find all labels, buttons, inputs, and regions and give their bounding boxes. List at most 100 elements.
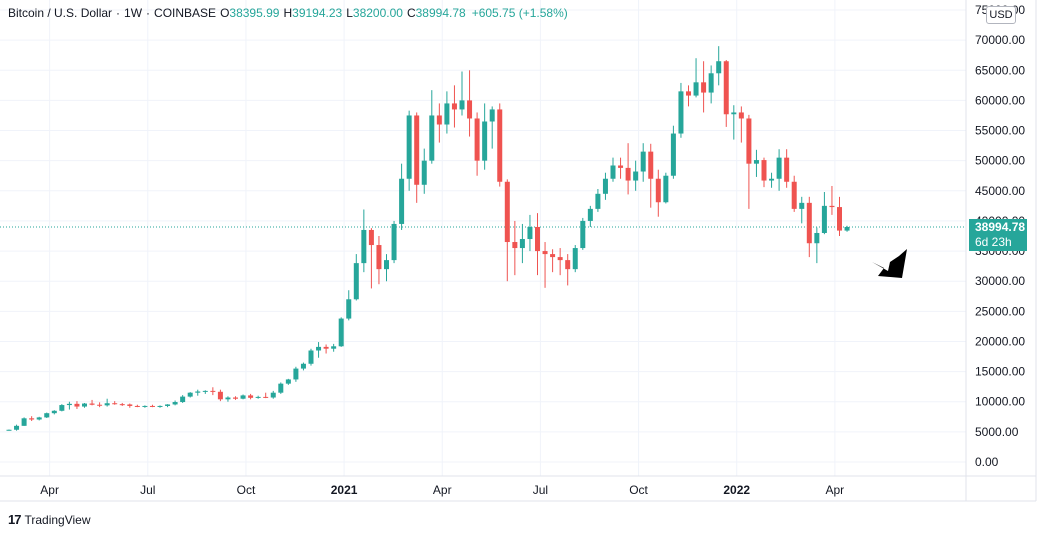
candle[interactable] — [278, 382, 284, 394]
candle[interactable] — [240, 394, 246, 400]
candle[interactable] — [459, 71, 465, 116]
candle[interactable] — [633, 160, 639, 191]
candle[interactable] — [429, 90, 435, 164]
candle[interactable] — [134, 404, 140, 408]
candle[interactable] — [59, 404, 65, 412]
candle[interactable] — [127, 403, 133, 408]
candle[interactable] — [338, 317, 344, 347]
candle[interactable] — [14, 424, 20, 431]
candle[interactable] — [187, 392, 193, 398]
candle[interactable] — [180, 395, 186, 403]
symbol-title[interactable]: Bitcoin / U.S. Dollar — [8, 6, 113, 20]
candle[interactable] — [414, 112, 420, 203]
candle[interactable] — [331, 343, 337, 352]
candle[interactable] — [217, 389, 223, 402]
candle[interactable] — [701, 61, 707, 113]
candle[interactable] — [844, 225, 850, 232]
currency-button[interactable]: USD — [986, 6, 1016, 24]
candle[interactable] — [97, 402, 103, 408]
candle[interactable] — [482, 103, 488, 170]
candle[interactable] — [202, 390, 208, 394]
candle[interactable] — [557, 248, 563, 276]
candle[interactable] — [731, 105, 737, 140]
candle[interactable] — [36, 416, 42, 421]
candle[interactable] — [595, 188, 601, 212]
candle[interactable] — [376, 236, 382, 285]
candle[interactable] — [829, 185, 835, 215]
candle[interactable] — [474, 112, 480, 176]
candle[interactable] — [255, 395, 261, 399]
candle[interactable] — [51, 410, 57, 415]
candle[interactable] — [542, 242, 548, 288]
candle[interactable] — [602, 172, 608, 200]
candle[interactable] — [263, 392, 269, 399]
candle[interactable] — [753, 149, 759, 177]
tradingview-logo[interactable]: 17 TradingView — [8, 512, 91, 527]
candle[interactable] — [504, 179, 510, 282]
candle[interactable] — [323, 344, 329, 354]
candle[interactable] — [270, 390, 276, 399]
candle[interactable] — [66, 401, 72, 410]
candle[interactable] — [618, 157, 624, 179]
candle[interactable] — [361, 209, 367, 273]
candle[interactable] — [550, 249, 556, 273]
candle[interactable] — [346, 290, 352, 321]
interval-label[interactable]: 1W — [124, 6, 143, 20]
candle[interactable] — [670, 125, 676, 179]
candle[interactable] — [512, 220, 518, 276]
candle[interactable] — [248, 393, 254, 400]
candle[interactable] — [172, 400, 178, 406]
candle[interactable] — [761, 157, 767, 188]
candle[interactable] — [89, 399, 95, 406]
candle[interactable] — [489, 106, 495, 149]
candle[interactable] — [837, 196, 842, 236]
candle[interactable] — [746, 114, 752, 209]
candle[interactable] — [391, 220, 397, 264]
candle[interactable] — [29, 416, 35, 422]
candle[interactable] — [565, 254, 571, 286]
candle[interactable] — [708, 65, 714, 104]
candle[interactable] — [535, 213, 540, 276]
candle[interactable] — [308, 348, 314, 366]
candle[interactable] — [821, 192, 827, 235]
candle[interactable] — [444, 91, 450, 134]
candle[interactable] — [233, 396, 238, 400]
candle[interactable] — [663, 172, 669, 204]
candle[interactable] — [806, 196, 812, 258]
candle[interactable] — [784, 149, 790, 188]
candle[interactable] — [527, 214, 533, 252]
candle[interactable] — [519, 223, 525, 264]
candle[interactable] — [572, 245, 578, 273]
candle[interactable] — [142, 405, 148, 408]
candle[interactable] — [648, 143, 654, 208]
candle[interactable] — [195, 389, 201, 396]
candle[interactable] — [285, 378, 291, 385]
candle[interactable] — [693, 58, 699, 98]
candle[interactable] — [776, 149, 782, 191]
candle[interactable] — [157, 405, 163, 408]
candle[interactable] — [82, 402, 87, 408]
candle[interactable] — [799, 196, 805, 224]
candle[interactable] — [406, 110, 412, 191]
candle[interactable] — [399, 163, 405, 230]
candle[interactable] — [210, 387, 216, 396]
candle[interactable] — [74, 401, 80, 409]
candle[interactable] — [225, 396, 231, 402]
candle[interactable] — [353, 254, 359, 301]
candle[interactable] — [436, 103, 442, 143]
candle[interactable] — [467, 70, 473, 137]
candle[interactable] — [293, 366, 299, 382]
candle[interactable] — [587, 205, 593, 227]
candle[interactable] — [655, 169, 661, 217]
candle[interactable] — [625, 143, 631, 195]
candle[interactable] — [723, 60, 729, 127]
candle[interactable] — [6, 429, 12, 431]
candle[interactable] — [814, 227, 820, 264]
candle[interactable] — [716, 46, 722, 86]
candle[interactable] — [421, 148, 427, 194]
candle[interactable] — [119, 402, 125, 406]
candle[interactable] — [451, 85, 457, 128]
candle[interactable] — [738, 106, 744, 143]
